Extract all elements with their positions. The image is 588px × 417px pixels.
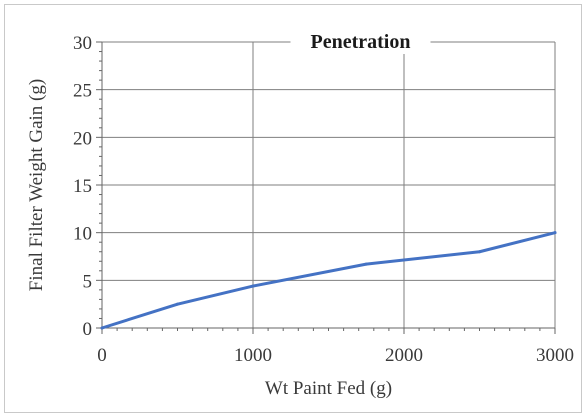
x-tick-label: 1000 bbox=[234, 345, 272, 366]
data-point bbox=[553, 231, 557, 235]
y-tick-label: 30 bbox=[73, 33, 92, 54]
y-axis-title: Final Filter Weight Gain (g) bbox=[26, 79, 47, 291]
data-point bbox=[364, 262, 368, 266]
chart-frame bbox=[4, 4, 582, 413]
y-tick-label: 15 bbox=[73, 176, 92, 197]
x-axis-title: Wt Paint Fed (g) bbox=[265, 378, 392, 399]
data-point bbox=[100, 326, 104, 330]
series-line bbox=[100, 231, 557, 330]
tick-labels: 0 5 10 15 20 25 30 0 1000 2000 3000 bbox=[73, 33, 574, 366]
y-tick-label: 25 bbox=[73, 81, 92, 102]
y-tick-label: 5 bbox=[83, 271, 93, 292]
chart-title: Penetration bbox=[311, 31, 411, 53]
axes bbox=[96, 41, 556, 334]
x-tick-label: 2000 bbox=[385, 345, 423, 366]
y-tick-label: 0 bbox=[83, 319, 93, 340]
x-tick-label: 0 bbox=[97, 345, 107, 366]
data-point bbox=[478, 250, 481, 254]
data-point bbox=[251, 284, 255, 288]
series-layer bbox=[100, 231, 557, 330]
chart-title-background bbox=[290, 26, 431, 54]
x-tick-label: 3000 bbox=[536, 345, 574, 366]
y-tick-label: 20 bbox=[73, 128, 92, 149]
grid bbox=[102, 41, 556, 328]
y-tick-label: 10 bbox=[73, 224, 92, 245]
data-point bbox=[176, 302, 179, 306]
